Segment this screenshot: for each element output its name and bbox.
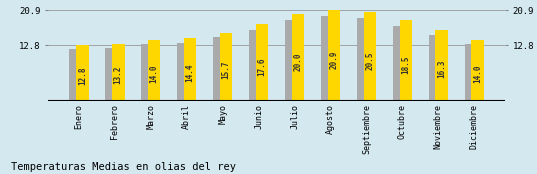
Bar [105,48,118,101]
Text: 13.2: 13.2 [114,66,123,84]
Bar [321,16,333,101]
Bar [393,26,405,101]
Bar [249,30,262,101]
Bar [256,24,268,101]
Text: 20.9: 20.9 [329,51,338,69]
Bar [148,40,161,101]
Text: 14.0: 14.0 [150,64,159,83]
Text: 16.3: 16.3 [437,60,446,78]
Bar [112,44,125,101]
Text: 14.0: 14.0 [473,64,482,83]
Bar [177,43,190,101]
Text: 14.4: 14.4 [186,64,194,82]
Bar [400,20,412,101]
Bar [465,44,477,101]
Text: 17.6: 17.6 [258,57,266,76]
Text: Temperaturas Medias en olias del rey: Temperaturas Medias en olias del rey [11,162,236,172]
Bar [213,37,226,101]
Bar [285,20,297,101]
Text: 20.0: 20.0 [294,53,302,71]
Bar [471,40,484,101]
Bar [429,35,441,101]
Text: 20.5: 20.5 [365,52,374,70]
Text: 18.5: 18.5 [401,56,410,74]
Bar [141,44,154,101]
Bar [364,12,376,101]
Bar [292,14,304,101]
Bar [357,18,369,101]
Bar [220,33,233,101]
Bar [436,30,448,101]
Text: 12.8: 12.8 [78,67,87,85]
Bar [69,49,82,101]
Text: 15.7: 15.7 [222,61,230,80]
Bar [328,10,340,101]
Bar [76,45,89,101]
Bar [184,38,197,101]
